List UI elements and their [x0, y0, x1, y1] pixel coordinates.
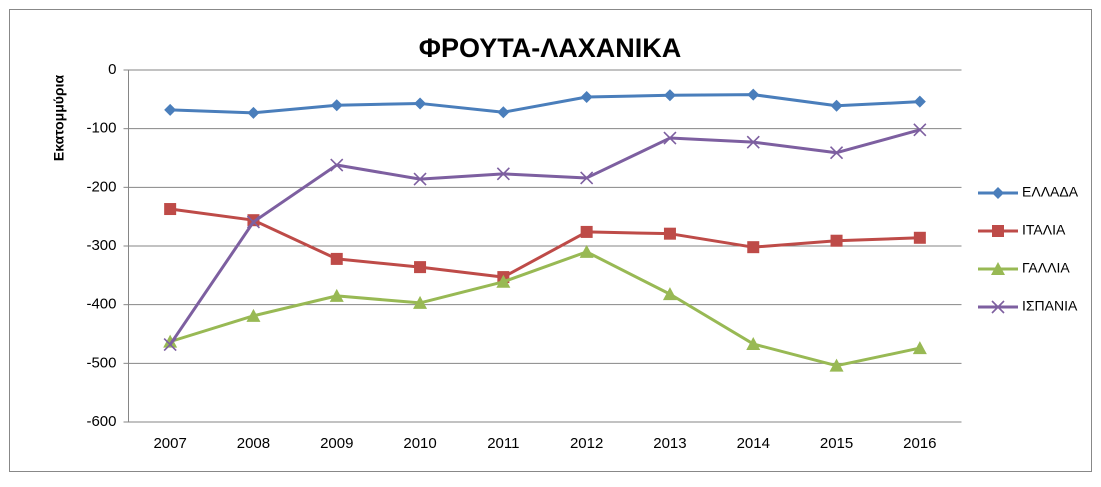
data-point [747, 241, 760, 254]
data-point [662, 287, 677, 301]
data-point [746, 135, 760, 149]
data-point [497, 106, 510, 119]
legend-marker [992, 225, 1004, 237]
data-point [829, 146, 844, 160]
x-tick-label: 2007 [153, 435, 186, 452]
y-tick-label: -300 [86, 237, 116, 254]
series-line [169, 250, 921, 368]
chart-border [9, 9, 1092, 472]
legend-marker [991, 300, 1005, 314]
data-point [414, 97, 427, 110]
x-tick-label: 2009 [320, 435, 353, 452]
x-tick-label: 2012 [570, 435, 603, 452]
y-tick-label: -500 [86, 354, 116, 371]
data-point [830, 234, 843, 247]
data-point [164, 103, 177, 116]
data-point [746, 336, 761, 350]
data-point [496, 274, 511, 288]
data-point [413, 172, 427, 186]
series-line [168, 128, 921, 346]
x-tick-label: 2008 [237, 435, 270, 452]
data-point [913, 123, 927, 137]
data-point [912, 341, 927, 355]
x-tick-label: 2010 [403, 435, 436, 452]
data-point [663, 227, 676, 240]
legend-label: ΙΣΠΑΝΙΑ [1022, 298, 1078, 314]
data-point [913, 95, 926, 108]
data-point [913, 231, 926, 244]
data-point [580, 90, 593, 103]
chart-title: ΦΡΟΥΤΑ-ΛΑΧΑΝΙΚΑ [419, 33, 681, 63]
data-point [413, 295, 428, 309]
series-line [169, 207, 920, 279]
y-tick-label: -400 [86, 296, 116, 313]
data-point [414, 261, 427, 274]
x-tick-label: 2015 [820, 435, 853, 452]
y-axis-label: Εκατομμύρια [51, 75, 67, 162]
data-point [829, 358, 844, 372]
data-point [663, 131, 677, 145]
data-point [580, 171, 594, 185]
data-point [330, 252, 343, 265]
data-point [580, 225, 593, 238]
y-tick-label: 0 [108, 61, 116, 78]
data-point [246, 308, 261, 322]
data-point [164, 203, 177, 216]
y-tick-label: -100 [86, 120, 116, 137]
data-point [329, 288, 344, 302]
data-point [246, 215, 261, 229]
data-point [579, 244, 594, 258]
y-tick-label: -200 [86, 178, 116, 195]
legend-label: ΓΑΛΛΙΑ [1022, 260, 1070, 276]
legend-marker [991, 262, 1005, 275]
x-tick-label: 2013 [653, 435, 686, 452]
series-line [170, 93, 920, 115]
data-point [496, 167, 510, 181]
y-tick-label: -600 [86, 413, 116, 430]
legend-label: ΙΤΑΛΙΑ [1022, 222, 1066, 238]
x-tick-label: 2014 [737, 435, 770, 452]
data-point [330, 158, 344, 172]
data-point [163, 337, 177, 352]
data-point [247, 106, 260, 119]
data-point [747, 88, 760, 101]
legend-label: ΕΛΛΑΔΑ [1022, 184, 1079, 200]
x-tick-label: 2016 [903, 435, 936, 452]
data-point [663, 89, 676, 102]
data-point [830, 99, 843, 112]
data-point [163, 334, 178, 348]
legend-marker [992, 187, 1004, 199]
x-tick-label: 2011 [487, 435, 519, 452]
data-point [330, 99, 343, 112]
